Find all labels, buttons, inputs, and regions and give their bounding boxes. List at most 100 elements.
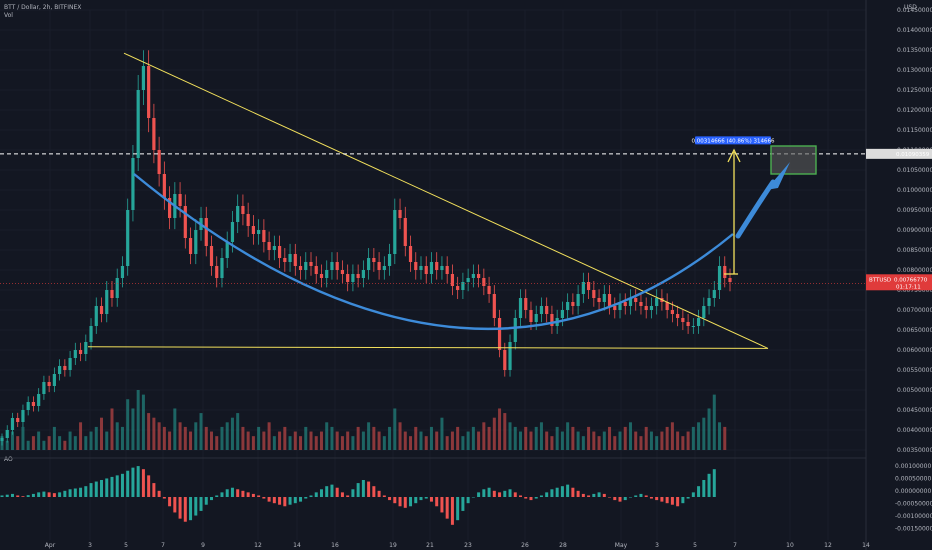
- candle-body: [115, 278, 119, 298]
- ao-bar: [73, 488, 77, 497]
- candle-body: [298, 266, 303, 270]
- ao-bar: [152, 483, 156, 497]
- candle-body: [649, 306, 654, 310]
- volume-bar: [346, 431, 350, 450]
- y-tick-label: 0.00550000: [897, 367, 932, 374]
- candle-body: [99, 306, 104, 314]
- volume-bar: [26, 440, 30, 450]
- volume-bar: [670, 422, 674, 450]
- volume-bar: [141, 394, 145, 450]
- ao-bar: [115, 475, 119, 497]
- volume-bar: [21, 426, 25, 450]
- volume-bar: [147, 413, 151, 450]
- volume-bar: [707, 408, 711, 450]
- ao-bar: [299, 497, 303, 502]
- volume-bar: [278, 431, 282, 450]
- y-tick-label: 0.00650000: [897, 327, 932, 334]
- candle-body: [639, 302, 643, 306]
- volume-bar: [450, 431, 454, 450]
- ao-bar: [550, 489, 554, 497]
- ao-bar: [372, 486, 376, 497]
- candle-body: [414, 262, 418, 270]
- ao-bar: [220, 492, 224, 497]
- candle-body: [372, 258, 376, 262]
- candle-body: [241, 206, 245, 214]
- candle-body: [518, 298, 523, 318]
- candle-body: [340, 270, 345, 274]
- volume-bar: [718, 422, 722, 450]
- volume-bar: [335, 431, 339, 450]
- volume-bar: [513, 426, 517, 450]
- candle-body: [319, 274, 324, 278]
- candle-body: [597, 298, 601, 302]
- current-price-value: 0.00766770: [894, 277, 928, 283]
- volume-bar: [581, 436, 585, 450]
- volume-bar: [283, 426, 287, 450]
- ao-bar: [382, 495, 386, 497]
- volume-bar: [691, 426, 695, 450]
- ao-bar: [539, 495, 543, 497]
- x-tick-label: 12: [824, 542, 832, 549]
- volume-bar: [503, 413, 507, 450]
- ao-bar: [136, 466, 140, 497]
- volume-bar: [634, 431, 638, 450]
- ao-bar: [560, 486, 564, 497]
- volume-bar: [58, 436, 62, 450]
- candle-body: [188, 238, 193, 254]
- ao-bar: [241, 490, 245, 497]
- candle-body: [696, 318, 701, 326]
- ao-bar: [608, 497, 612, 498]
- volume-bar: [47, 436, 51, 450]
- ao-bar: [178, 497, 182, 519]
- x-tick-label: 28: [559, 542, 567, 549]
- volume-label: Vol: [4, 12, 13, 19]
- ao-bar: [576, 490, 580, 497]
- ao-bar: [340, 492, 344, 497]
- volume-bar: [194, 422, 198, 450]
- volume-bar: [325, 422, 329, 450]
- y-tick-label: 0.00900000: [897, 227, 932, 234]
- ao-bar: [173, 497, 177, 513]
- ao-bar: [283, 497, 287, 507]
- candle-body: [398, 210, 402, 218]
- ao-tick-label: -0.00150000: [895, 526, 932, 533]
- ao-bar: [0, 495, 4, 497]
- candle-body: [346, 274, 350, 282]
- volume-bar: [487, 426, 491, 450]
- ao-bar: [534, 497, 538, 499]
- volume-bar: [712, 394, 716, 450]
- candle-body: [26, 402, 30, 410]
- volume-bar: [162, 426, 166, 450]
- y-tick-label: 0.00400000: [897, 427, 932, 434]
- volume-bar: [5, 440, 9, 450]
- candle-body: [482, 278, 486, 286]
- ao-bar: [68, 489, 72, 497]
- ao-bar: [141, 469, 145, 497]
- x-tick-label: 7: [733, 542, 737, 549]
- volume-bar: [702, 417, 706, 450]
- cup-curve: [133, 173, 734, 331]
- volume-bar: [105, 431, 109, 450]
- candle-body: [141, 66, 146, 90]
- ao-bar: [251, 493, 255, 497]
- volume-bar: [644, 426, 648, 450]
- candle-body: [707, 298, 711, 306]
- volume-bar: [649, 431, 653, 450]
- volume-bar: [414, 426, 418, 450]
- volume-bar: [466, 431, 470, 450]
- x-tick-label: Apr: [45, 542, 56, 549]
- candle-body: [487, 286, 491, 294]
- volume-bar: [68, 431, 72, 450]
- ao-bar: [31, 493, 35, 497]
- candle-body: [403, 218, 407, 246]
- volume-bar: [251, 436, 255, 450]
- candle-body: [267, 242, 271, 250]
- ao-bar: [670, 497, 674, 505]
- candle-body: [450, 274, 455, 286]
- volume-bar: [592, 431, 596, 450]
- ao-bar: [450, 497, 454, 525]
- candle-body: [236, 206, 240, 222]
- volume-bar: [435, 431, 439, 450]
- ao-bar: [429, 497, 433, 502]
